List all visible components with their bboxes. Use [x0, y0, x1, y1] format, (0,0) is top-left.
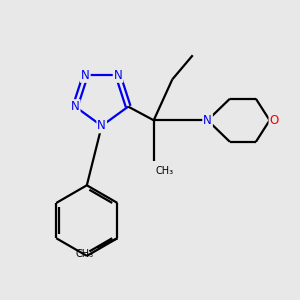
Text: CH₃: CH₃ [76, 249, 94, 260]
Text: N: N [81, 69, 90, 82]
Text: N: N [71, 100, 80, 113]
Text: O: O [269, 114, 279, 127]
Text: N: N [114, 69, 122, 82]
Text: N: N [203, 114, 212, 127]
Text: CH₃: CH₃ [156, 166, 174, 176]
Text: N: N [97, 119, 106, 132]
